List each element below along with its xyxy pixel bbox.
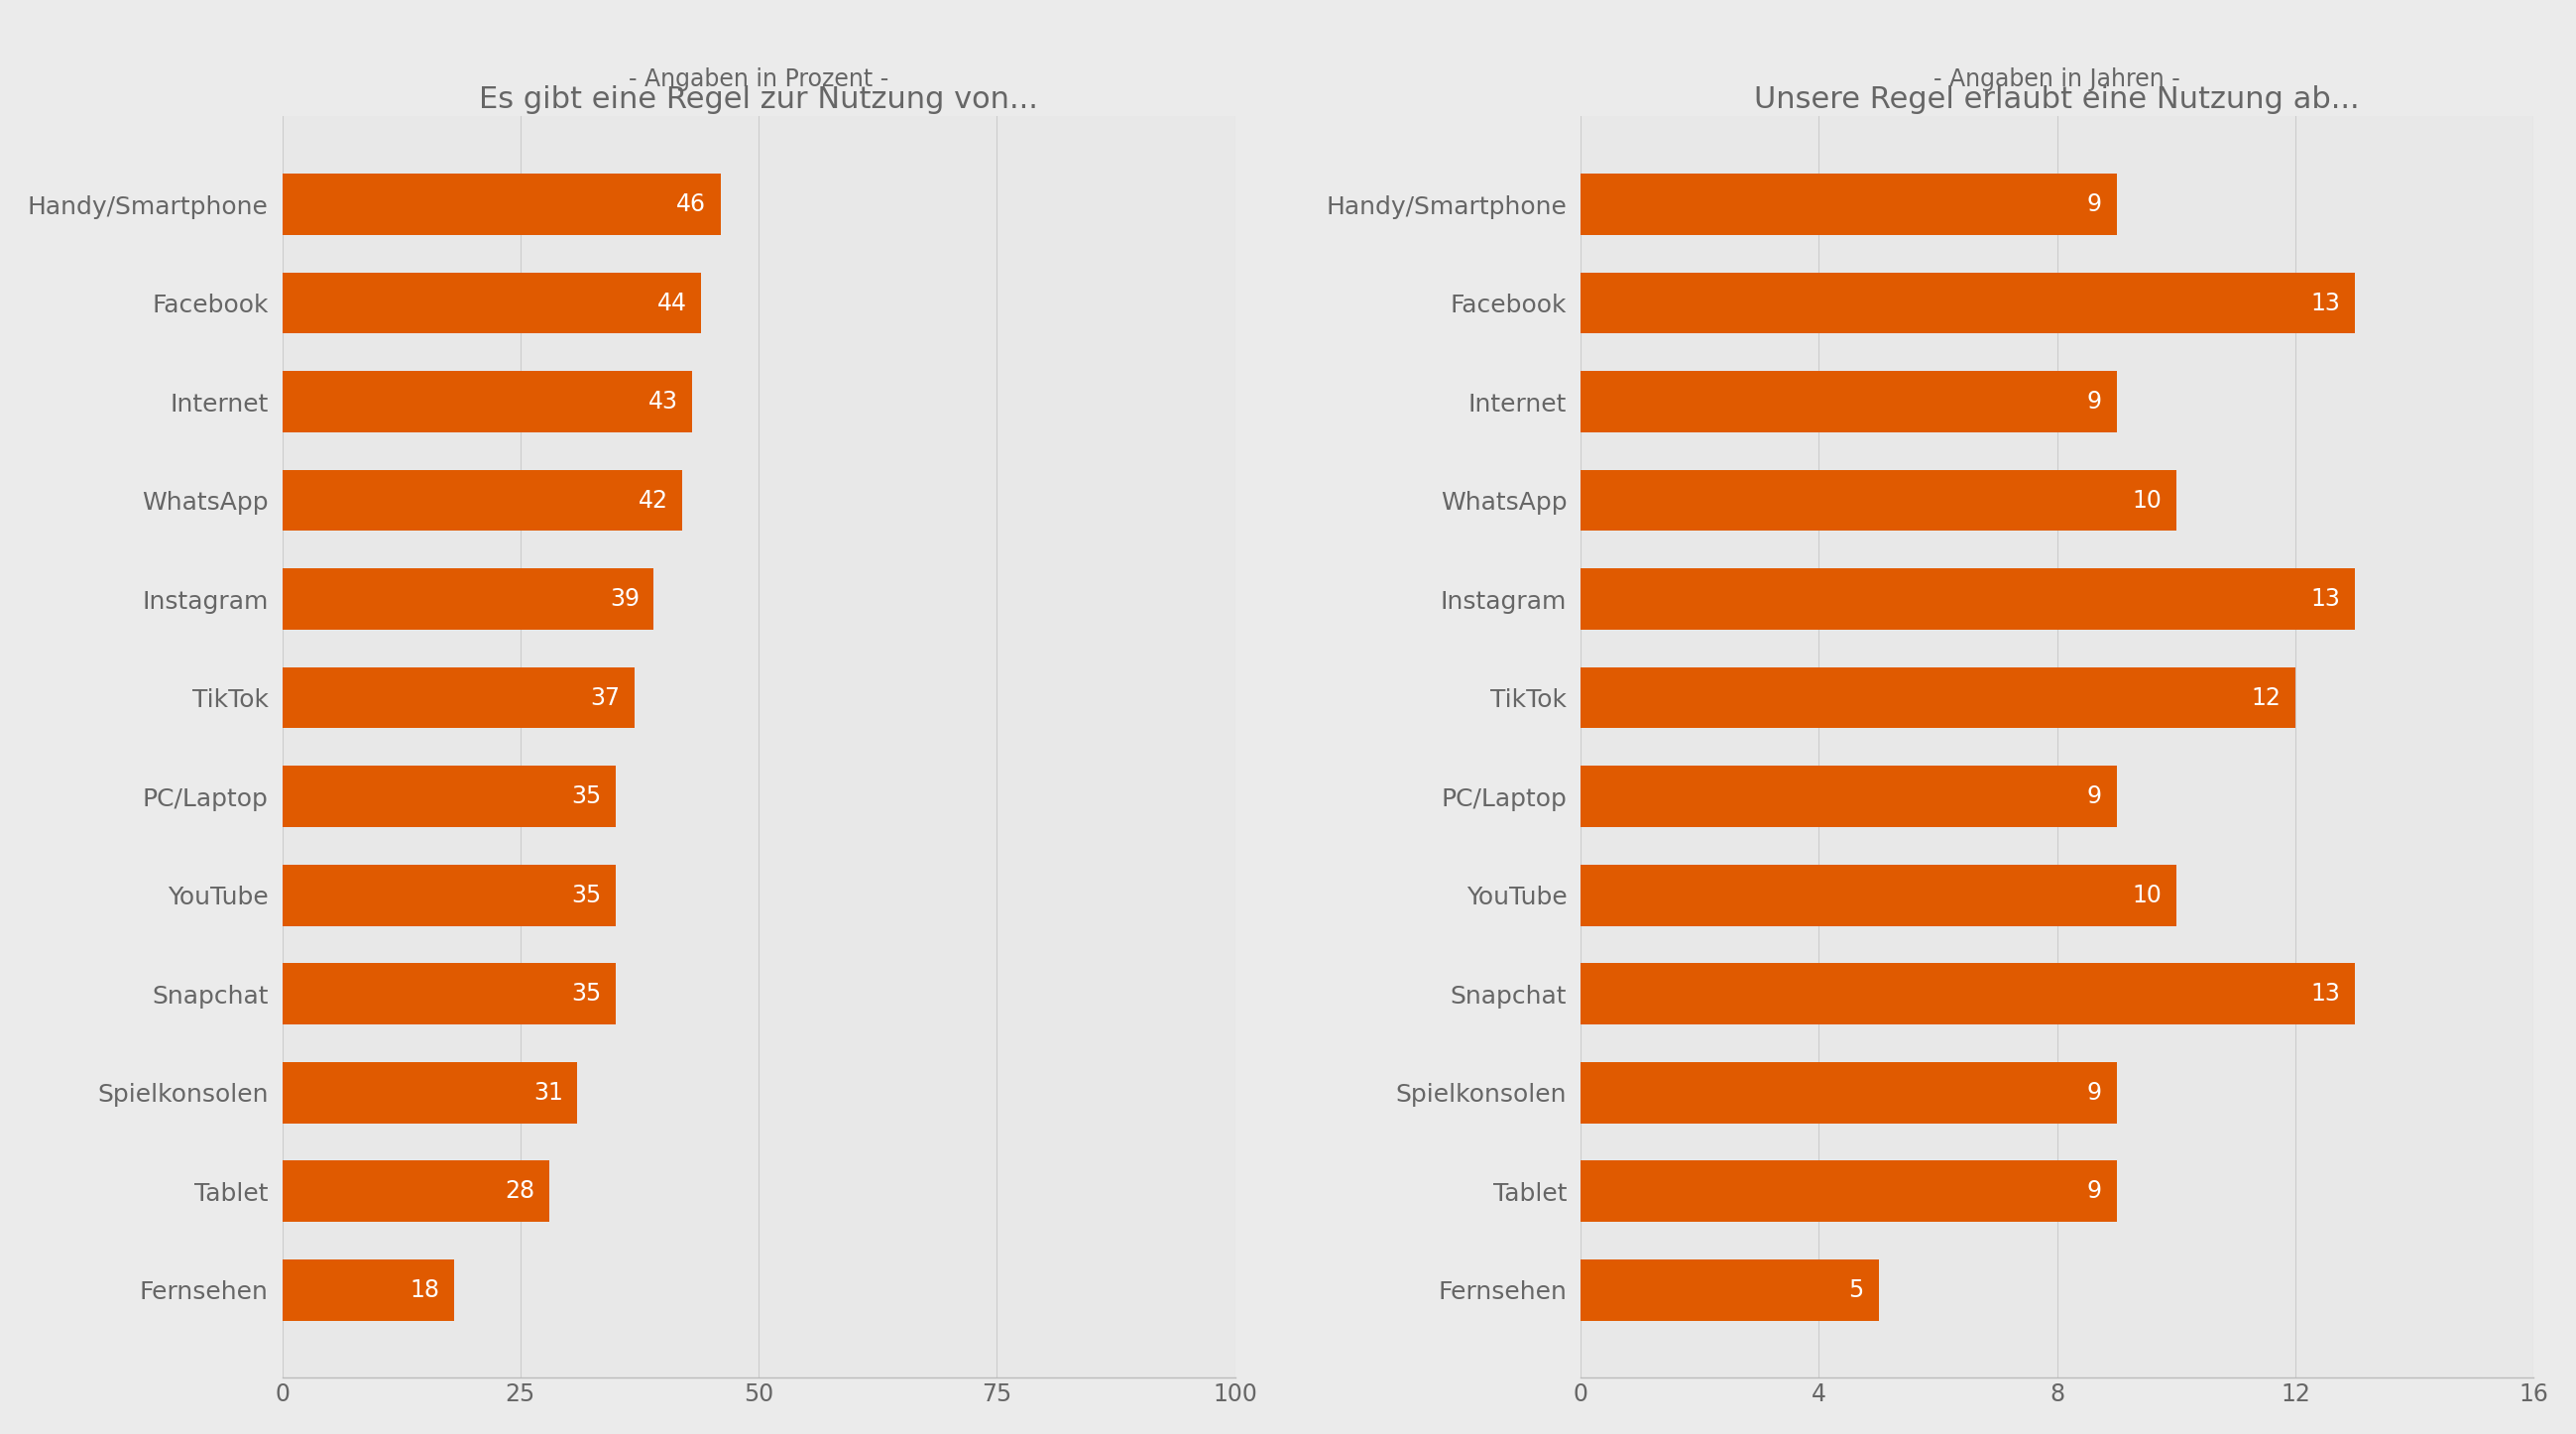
Bar <box>283 1259 453 1321</box>
Text: 37: 37 <box>590 685 621 710</box>
Text: 13: 13 <box>2311 587 2339 611</box>
Text: 9: 9 <box>2087 784 2102 809</box>
Bar <box>1582 766 2117 827</box>
Text: - Angaben in Jahren -: - Angaben in Jahren - <box>1935 67 2179 92</box>
Text: 39: 39 <box>611 587 639 611</box>
Bar <box>1582 1259 1878 1321</box>
Text: 9: 9 <box>2087 390 2102 413</box>
Text: 13: 13 <box>2311 982 2339 1005</box>
Text: 35: 35 <box>572 784 600 809</box>
Bar <box>283 964 616 1024</box>
Text: 35: 35 <box>572 982 600 1005</box>
Bar <box>283 272 701 334</box>
Bar <box>1582 371 2117 432</box>
Text: 28: 28 <box>505 1179 536 1203</box>
Text: 46: 46 <box>677 192 706 217</box>
Bar <box>283 667 634 728</box>
Bar <box>283 865 616 926</box>
Text: 9: 9 <box>2087 1081 2102 1104</box>
Text: 42: 42 <box>639 489 667 512</box>
Text: 5: 5 <box>1850 1278 1862 1302</box>
Bar <box>1582 568 2354 630</box>
Bar <box>283 766 616 827</box>
Bar <box>1582 174 2117 235</box>
Text: 10: 10 <box>2133 883 2161 908</box>
Text: 31: 31 <box>533 1081 564 1104</box>
Bar <box>283 174 721 235</box>
Text: 12: 12 <box>2251 685 2280 710</box>
Bar <box>283 568 654 630</box>
Bar <box>283 1160 549 1222</box>
Bar <box>1582 865 2177 926</box>
Title: Es gibt eine Regel zur Nutzung von...: Es gibt eine Regel zur Nutzung von... <box>479 86 1038 115</box>
Text: 18: 18 <box>410 1278 440 1302</box>
Bar <box>283 371 693 432</box>
Text: 35: 35 <box>572 883 600 908</box>
Text: 10: 10 <box>2133 489 2161 512</box>
Bar <box>283 1063 577 1123</box>
Text: 9: 9 <box>2087 1179 2102 1203</box>
Text: 9: 9 <box>2087 192 2102 217</box>
Text: - Angaben in Prozent -: - Angaben in Prozent - <box>629 67 889 92</box>
Text: 44: 44 <box>657 291 688 315</box>
Text: 13: 13 <box>2311 291 2339 315</box>
Bar <box>283 470 683 531</box>
Text: 43: 43 <box>647 390 677 413</box>
Bar <box>1582 1160 2117 1222</box>
Bar <box>1582 272 2354 334</box>
Bar <box>1582 964 2354 1024</box>
Bar <box>1582 470 2177 531</box>
Bar <box>1582 1063 2117 1123</box>
Bar <box>1582 667 2295 728</box>
Title: Unsere Regel erlaubt eine Nutzung ab...: Unsere Regel erlaubt eine Nutzung ab... <box>1754 86 2360 115</box>
